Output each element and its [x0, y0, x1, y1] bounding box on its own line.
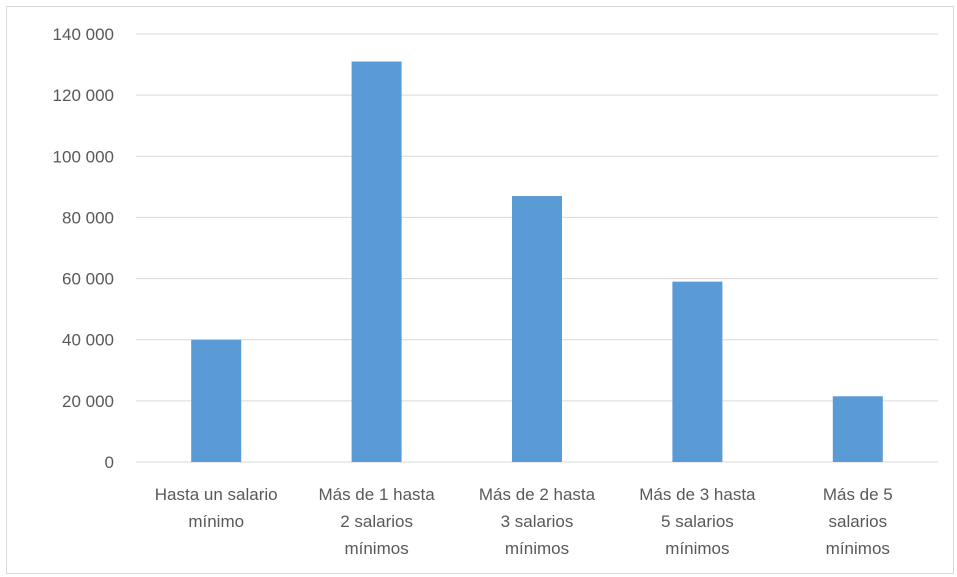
bar — [351, 61, 402, 463]
y-tick-label: 40 000 — [62, 331, 114, 350]
bar — [191, 339, 242, 462]
x-category-label-line: mínimos — [344, 539, 408, 558]
chart-area — [6, 6, 954, 574]
y-tick-label: 0 — [105, 453, 114, 472]
x-category-label: Más de 5 salarios mínimos — [823, 485, 893, 558]
x-category-label-line: 5 salarios — [661, 512, 734, 531]
x-category-label-line: mínimo — [188, 512, 244, 531]
x-category-label-line: Más de 1 hasta — [318, 485, 435, 504]
x-category-label-line: Hasta un salario — [155, 485, 278, 504]
y-tick-label: 20 000 — [62, 392, 114, 411]
x-category-label-line: mínimos — [505, 539, 569, 558]
y-axis-tick-labels: 0 20 000 40 000 60 000 80 000 100 000 120 000 1… — [53, 25, 114, 472]
x-category-label: Más de 1 hasta 2 salarios mínimos — [318, 485, 435, 558]
x-category-label: Más de 2 hasta 3 salarios mínimos — [479, 485, 596, 558]
bars — [191, 61, 883, 463]
y-tick-label: 60 000 — [62, 270, 114, 289]
x-axis-category-labels: Hasta un salario mínimo Más de 1 hasta 2 sa… — [155, 485, 893, 558]
x-category-label-line: 3 salarios — [501, 512, 574, 531]
x-category-label-line: Más de 2 hasta — [479, 485, 596, 504]
x-category-label-line: mínimos — [665, 539, 729, 558]
x-category-label-line: Más de 5 — [823, 485, 893, 504]
y-tick-label: 140 000 — [53, 25, 114, 44]
bar — [672, 281, 723, 462]
y-tick-label: 80 000 — [62, 208, 114, 227]
x-category-label-line: Más de 3 hasta — [639, 485, 756, 504]
y-tick-label: 100 000 — [53, 147, 114, 166]
x-category-label-line: mínimos — [826, 539, 890, 558]
bar — [832, 396, 883, 462]
x-category-label-line: salarios — [829, 512, 888, 531]
y-tick-label: 120 000 — [53, 86, 114, 105]
x-category-label-line: 2 salarios — [340, 512, 413, 531]
x-category-label: Hasta un salario mínimo — [155, 485, 278, 531]
x-category-label: Más de 3 hasta 5 salarios mínimos — [639, 485, 756, 558]
bar — [512, 196, 562, 462]
